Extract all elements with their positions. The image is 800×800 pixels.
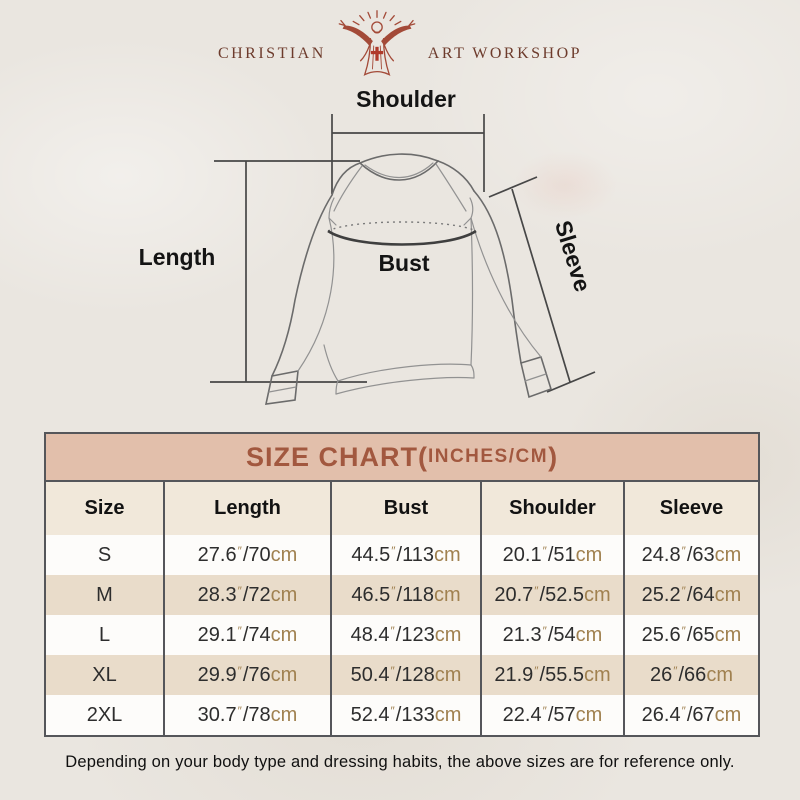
disclaimer-note: Depending on your body type and dressing…	[65, 753, 735, 771]
sleeve-value-cell: 25.6″/65cm	[623, 615, 758, 655]
size-chart-title: SIZE CHART(INCHES/CM)	[46, 434, 758, 482]
logo-text-left: CHRISTIAN	[217, 45, 326, 62]
column-header-sleeve: Sleeve	[623, 482, 758, 535]
column-header-shoulder: Shoulder	[480, 482, 624, 535]
size-row-s: S 27.6″/70cm 44.5″/113cm 20.1″/51cm 24.8″/63…	[46, 535, 758, 575]
title-paren-open: (	[417, 441, 428, 472]
length-value-cell: 27.6″/70cm	[163, 535, 331, 575]
shoulder-value-cell: 20.1″/51cm	[480, 535, 624, 575]
size-cell: 2XL	[86, 703, 123, 726]
length-value-cell: 28.3″/72cm	[163, 575, 331, 615]
diagram-label-bust: Bust	[378, 250, 429, 276]
length-value-cell: 29.1″/74cm	[163, 615, 331, 655]
size-row-l: L 29.1″/74cm 48.4″/123cm 21.3″/54cm 25.6″/65…	[46, 615, 758, 655]
shoulder-value-cell: 21.9″/55.5cm	[480, 655, 624, 695]
shoulder-value-cell: 21.3″/54cm	[480, 615, 624, 655]
sweater-line-art: Shoulder Length Bust Sleeve	[139, 86, 596, 405]
sweater-outline	[264, 153, 552, 405]
length-value-cell: 29.9″/76cm	[163, 655, 331, 695]
size-table: Size Length Bust Shoulder Sleeve S 27.6″/…	[46, 482, 758, 735]
sleeve-value-cell: 24.8″/63cm	[623, 535, 758, 575]
size-chart-title-units: INCHES/CM	[427, 446, 549, 467]
size-chart: SIZE CHART(INCHES/CM) Size Length Bust S…	[44, 432, 760, 737]
sleeve-value-cell: 26″/66cm	[623, 655, 758, 695]
sleeve-value-cell: 26.4″/67cm	[623, 695, 758, 735]
logo-text-right: ART WORKSHOP	[427, 45, 583, 62]
size-table-header: Size Length Bust Shoulder Sleeve	[46, 482, 758, 535]
sweater-measurement-diagram: Shoulder Length Bust Sleeve	[130, 85, 670, 430]
size-cell: S	[97, 543, 112, 566]
size-row-m: M 28.3″/72cm 46.5″/118cm 20.7″/52.5cm 25.2″/…	[46, 575, 758, 615]
title-paren-close: )	[548, 441, 559, 472]
measurement-lines	[210, 114, 596, 393]
bust-value-cell: 48.4″/123cm	[330, 615, 481, 655]
bust-value-cell: 44.5″/113cm	[330, 535, 481, 575]
size-table-body: S 27.6″/70cm 44.5″/113cm 20.1″/51cm 24.8″/63…	[46, 535, 758, 735]
bust-value-cell: 46.5″/118cm	[330, 575, 481, 615]
size-row-2xl: 2XL 30.7″/78cm 52.4″/133cm 22.4″/57cm 26.4″/…	[46, 695, 758, 735]
column-header-length: Length	[163, 482, 331, 535]
size-cell: M	[96, 583, 113, 606]
shoulder-value-cell: 22.4″/57cm	[480, 695, 624, 735]
column-header-bust: Bust	[330, 482, 481, 535]
cross-icon	[370, 46, 383, 61]
sleeve-value-cell: 25.2″/64cm	[623, 575, 758, 615]
size-row-xl: XL 29.9″/76cm 50.4″/128cm 21.9″/55.5cm 26″/6…	[46, 655, 758, 695]
bust-value-cell: 50.4″/128cm	[330, 655, 481, 695]
diagram-label-shoulder: Shoulder	[356, 86, 456, 112]
size-chart-title-main: SIZE CHART	[245, 441, 418, 472]
logo: CHRISTIAN	[0, 8, 800, 84]
bust-value-cell: 52.4″/133cm	[330, 695, 481, 735]
length-value-cell: 30.7″/78cm	[163, 695, 331, 735]
jesus-rays-icon	[336, 8, 418, 84]
size-cell: L	[98, 623, 111, 646]
size-cell: XL	[92, 663, 117, 686]
diagram-label-sleeve: Sleeve	[550, 217, 596, 294]
shoulder-value-cell: 20.7″/52.5cm	[480, 575, 624, 615]
column-header-size: Size	[46, 482, 164, 535]
diagram-label-length: Length	[139, 244, 216, 270]
